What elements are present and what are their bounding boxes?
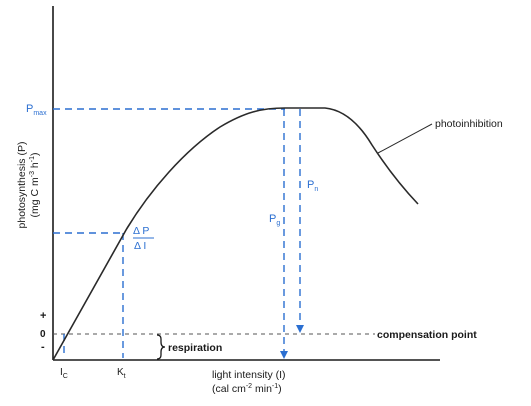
- photoinhibition-label: photoinhibition: [435, 118, 503, 130]
- slope-label: Δ P Δ I: [133, 225, 154, 252]
- x-axis-label-line1: light intensity (I): [212, 369, 286, 381]
- minus-marker: -: [41, 341, 45, 353]
- respiration-brace: [156, 334, 166, 360]
- ic-label: IC: [60, 367, 68, 380]
- pg-label: Pg: [269, 213, 280, 227]
- kt-label: Kt: [117, 367, 126, 380]
- delta-i-label: Δ I: [134, 240, 146, 252]
- pmax-label: Pmax: [26, 103, 47, 117]
- plus-marker: +: [40, 310, 46, 322]
- y-axis-label-line2: (mg C m-3 h-1): [29, 153, 41, 218]
- y-axis-label: photosynthesis (P) (mg C m-3 h-1): [16, 142, 41, 229]
- pn-label: Pn: [307, 179, 318, 193]
- delta-p-label: Δ P: [133, 225, 149, 237]
- respiration-label: respiration: [168, 342, 222, 354]
- y-axis-label-line1: photosynthesis (P): [16, 142, 28, 229]
- photoinhibition-leader: [377, 123, 433, 154]
- x-axis-label-line2: (cal cm-2 min-1): [212, 383, 282, 395]
- compensation-point-label: compensation point: [377, 329, 477, 341]
- zero-marker: 0: [40, 329, 46, 340]
- photosynthesis-curve: [52, 107, 419, 361]
